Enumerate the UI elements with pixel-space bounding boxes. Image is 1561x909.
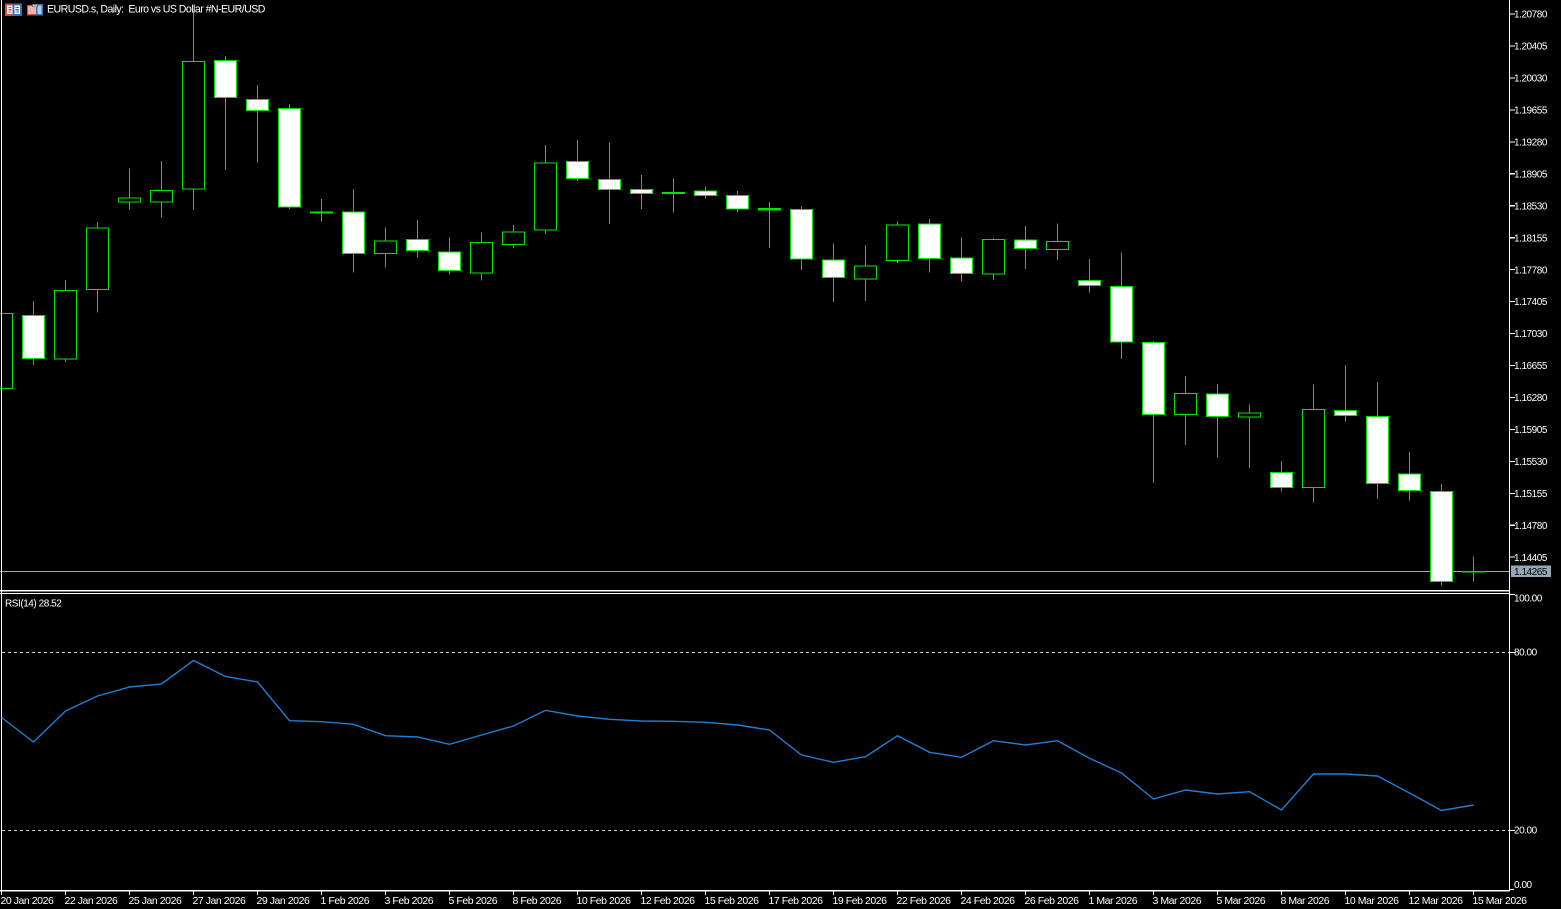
svg-text:0.00: 0.00: [1514, 880, 1533, 891]
svg-text:80.00: 80.00: [1514, 648, 1538, 659]
svg-text:10 Mar 2026: 10 Mar 2026: [1345, 895, 1400, 907]
svg-text:100.00: 100.00: [1514, 594, 1543, 605]
svg-text:1.16655: 1.16655: [1514, 361, 1548, 372]
svg-text:1.14780: 1.14780: [1514, 521, 1548, 532]
svg-text:29 Jan 2026: 29 Jan 2026: [257, 895, 310, 907]
svg-text:8 Feb 2026: 8 Feb 2026: [513, 895, 562, 907]
svg-text:RSI(14) 28.52: RSI(14) 28.52: [5, 599, 62, 610]
svg-text:1.20405: 1.20405: [1514, 42, 1548, 53]
svg-text:17 Feb 2026: 17 Feb 2026: [769, 895, 824, 907]
svg-text:20 Jan 2026: 20 Jan 2026: [1, 895, 54, 907]
svg-text:1.15155: 1.15155: [1514, 489, 1548, 500]
svg-text:EURUSD.s, Daily: Euro vs US D: EURUSD.s, Daily: Euro vs US Dollar #N-EU…: [47, 4, 266, 16]
svg-text:1.14265: 1.14265: [1514, 567, 1548, 578]
svg-text:20.00: 20.00: [1514, 826, 1538, 837]
svg-text:1.17405: 1.17405: [1514, 297, 1548, 308]
svg-text:1.20030: 1.20030: [1514, 74, 1548, 85]
svg-text:5 Mar 2026: 5 Mar 2026: [1217, 895, 1266, 907]
svg-text:19 Feb 2026: 19 Feb 2026: [833, 895, 888, 907]
svg-text:12 Feb 2026: 12 Feb 2026: [641, 895, 696, 907]
svg-text:24 Feb 2026: 24 Feb 2026: [961, 895, 1016, 907]
svg-text:1.20780: 1.20780: [1514, 10, 1548, 21]
svg-text:1.17030: 1.17030: [1514, 329, 1548, 340]
svg-text:10 Feb 2026: 10 Feb 2026: [577, 895, 632, 907]
svg-text:1.16280: 1.16280: [1514, 393, 1548, 404]
svg-text:3 Feb 2026: 3 Feb 2026: [385, 895, 434, 907]
svg-text:15 Mar 2026: 15 Mar 2026: [1473, 895, 1528, 907]
svg-text:15 Feb 2026: 15 Feb 2026: [705, 895, 760, 907]
svg-text:27 Jan 2026: 27 Jan 2026: [193, 895, 246, 907]
svg-text:22 Feb 2026: 22 Feb 2026: [897, 895, 952, 907]
svg-text:1.17780: 1.17780: [1514, 265, 1548, 276]
svg-text:5 Feb 2026: 5 Feb 2026: [449, 895, 498, 907]
svg-text:1.19280: 1.19280: [1514, 138, 1548, 149]
svg-text:3 Mar 2026: 3 Mar 2026: [1153, 895, 1202, 907]
svg-text:26 Feb 2026: 26 Feb 2026: [1025, 895, 1080, 907]
svg-text:1.18905: 1.18905: [1514, 169, 1548, 180]
svg-text:12 Mar 2026: 12 Mar 2026: [1409, 895, 1464, 907]
svg-text:1.15905: 1.15905: [1514, 425, 1548, 436]
svg-text:1 Feb 2026: 1 Feb 2026: [321, 895, 370, 907]
svg-text:1.15530: 1.15530: [1514, 457, 1548, 468]
svg-text:1.18155: 1.18155: [1514, 233, 1548, 244]
svg-text:1.19655: 1.19655: [1514, 106, 1548, 117]
svg-text:1.18530: 1.18530: [1514, 201, 1548, 212]
svg-text:25 Jan 2026: 25 Jan 2026: [129, 895, 182, 907]
svg-text:22 Jan 2026: 22 Jan 2026: [65, 895, 118, 907]
svg-text:1.14405: 1.14405: [1514, 553, 1548, 564]
svg-text:1 Mar 2026: 1 Mar 2026: [1089, 895, 1138, 907]
svg-text:8 Mar 2026: 8 Mar 2026: [1281, 895, 1330, 907]
